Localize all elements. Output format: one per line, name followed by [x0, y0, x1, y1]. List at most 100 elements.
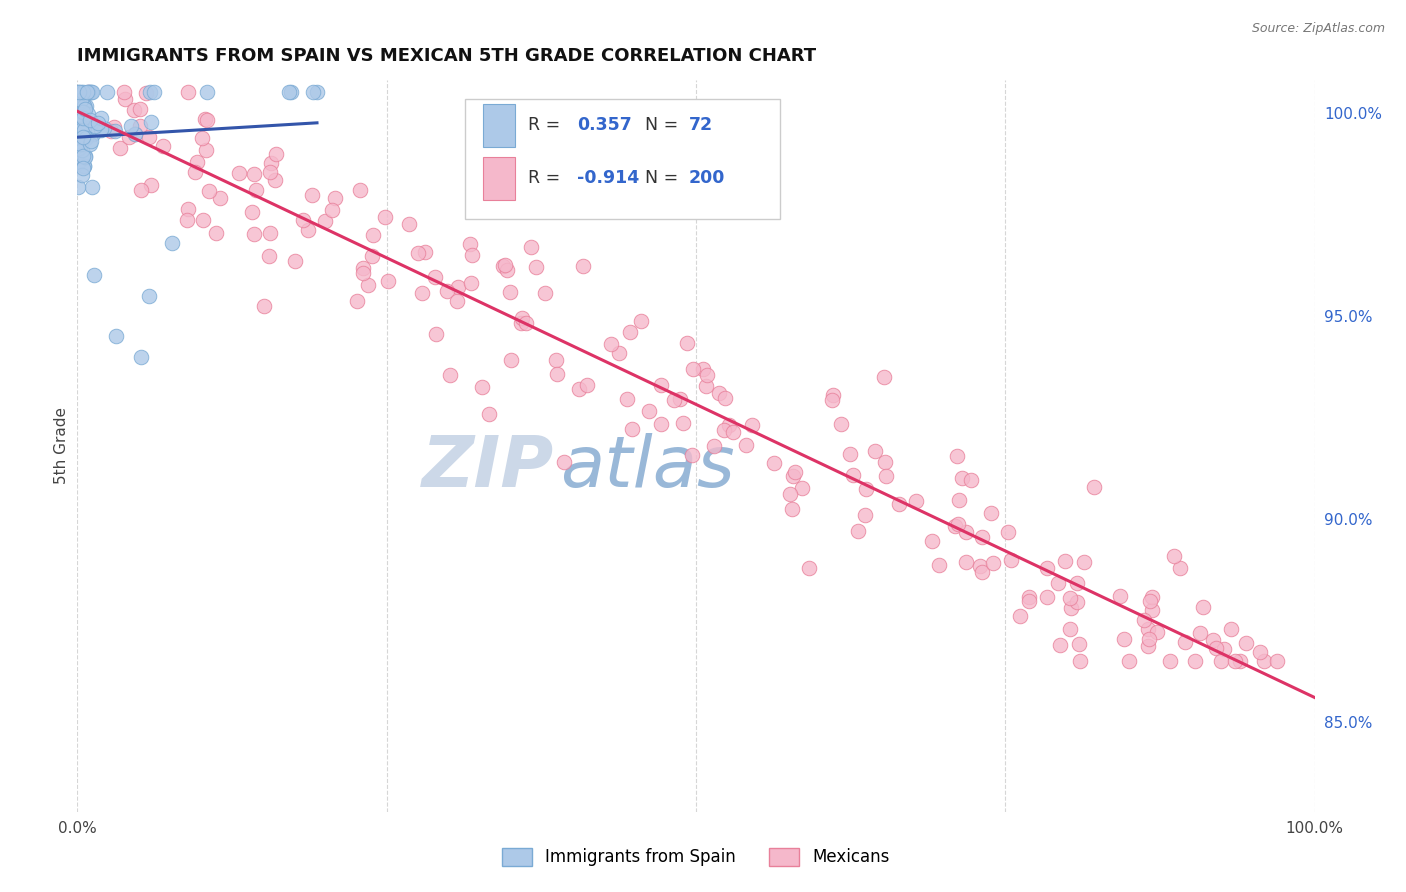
Point	[785, 466, 807, 480]
Point	[721, 425, 744, 439]
Point	[259, 249, 281, 263]
Point	[80, 86, 103, 100]
Point	[1168, 561, 1191, 575]
Point	[70, 143, 93, 157]
Point	[357, 278, 380, 293]
Point	[1159, 654, 1181, 668]
Point	[650, 377, 672, 392]
Point	[780, 502, 803, 516]
Point	[607, 346, 630, 360]
Point	[73, 159, 96, 173]
Point	[1137, 623, 1160, 637]
Point	[352, 266, 374, 280]
Point	[72, 97, 94, 112]
Point	[1184, 654, 1206, 668]
Point	[292, 213, 315, 227]
Point	[69, 136, 91, 151]
Point	[70, 121, 93, 136]
Point	[981, 556, 1004, 570]
Point	[100, 124, 122, 138]
Point	[1140, 603, 1163, 617]
Point	[672, 416, 695, 430]
Point	[696, 368, 718, 382]
Point	[406, 246, 429, 260]
Point	[190, 131, 212, 145]
Point	[668, 392, 690, 407]
Point	[284, 254, 307, 268]
Point	[797, 561, 820, 575]
Point	[512, 310, 534, 325]
Point	[75, 150, 97, 164]
Point	[1083, 480, 1105, 494]
Point	[1054, 554, 1077, 568]
Point	[73, 98, 96, 112]
Point	[713, 391, 735, 405]
Point	[67, 134, 90, 148]
Point	[763, 456, 786, 470]
Point	[972, 531, 994, 545]
Point	[662, 393, 685, 408]
Point	[195, 86, 218, 100]
Point	[228, 166, 250, 180]
Point	[575, 378, 598, 392]
Point	[82, 127, 104, 141]
Point	[398, 217, 420, 231]
Point	[67, 156, 90, 170]
Point	[112, 86, 135, 100]
Point	[619, 326, 641, 340]
Point	[73, 149, 96, 163]
Point	[821, 388, 844, 402]
Point	[842, 467, 865, 482]
Point	[69, 104, 91, 119]
Point	[446, 294, 468, 309]
Point	[515, 316, 537, 330]
Point	[96, 86, 118, 100]
Text: IMMIGRANTS FROM SPAIN VS MEXICAN 5TH GRADE CORRELATION CHART: IMMIGRANTS FROM SPAIN VS MEXICAN 5TH GRA…	[77, 47, 817, 65]
Point	[1136, 639, 1159, 653]
Point	[75, 131, 97, 145]
Point	[135, 86, 157, 100]
Legend: Immigrants from Spain, Mexicans: Immigrants from Spain, Mexicans	[495, 841, 897, 873]
Point	[1146, 625, 1168, 640]
Point	[501, 352, 523, 367]
Point	[278, 86, 301, 100]
Point	[84, 120, 107, 134]
Text: -0.914: -0.914	[578, 169, 640, 187]
Text: R =: R =	[527, 169, 565, 187]
Point	[875, 469, 897, 483]
Point	[72, 112, 94, 126]
Point	[1140, 591, 1163, 605]
Point	[955, 525, 977, 540]
Point	[297, 223, 319, 237]
Point	[782, 469, 804, 483]
Point	[138, 288, 160, 302]
FancyBboxPatch shape	[484, 103, 516, 147]
Point	[198, 184, 221, 198]
Point	[191, 213, 214, 227]
Point	[70, 118, 93, 132]
Point	[471, 380, 494, 394]
Point	[928, 558, 950, 572]
Point	[411, 286, 433, 301]
Point	[243, 227, 266, 242]
Point	[360, 249, 382, 263]
Point	[280, 86, 302, 100]
Point	[259, 226, 281, 240]
Point	[73, 102, 96, 116]
Point	[301, 86, 323, 100]
Point	[461, 248, 484, 262]
Point	[321, 203, 343, 218]
Point	[260, 155, 283, 169]
Point	[1073, 555, 1095, 569]
Point	[305, 86, 328, 100]
Point	[889, 497, 911, 511]
Point	[72, 86, 94, 100]
Point	[682, 448, 704, 462]
Point	[1192, 600, 1215, 615]
Point	[1253, 654, 1275, 668]
Point	[821, 392, 844, 407]
Point	[80, 86, 103, 100]
Point	[82, 180, 104, 194]
Point	[621, 422, 644, 436]
Point	[423, 270, 446, 285]
